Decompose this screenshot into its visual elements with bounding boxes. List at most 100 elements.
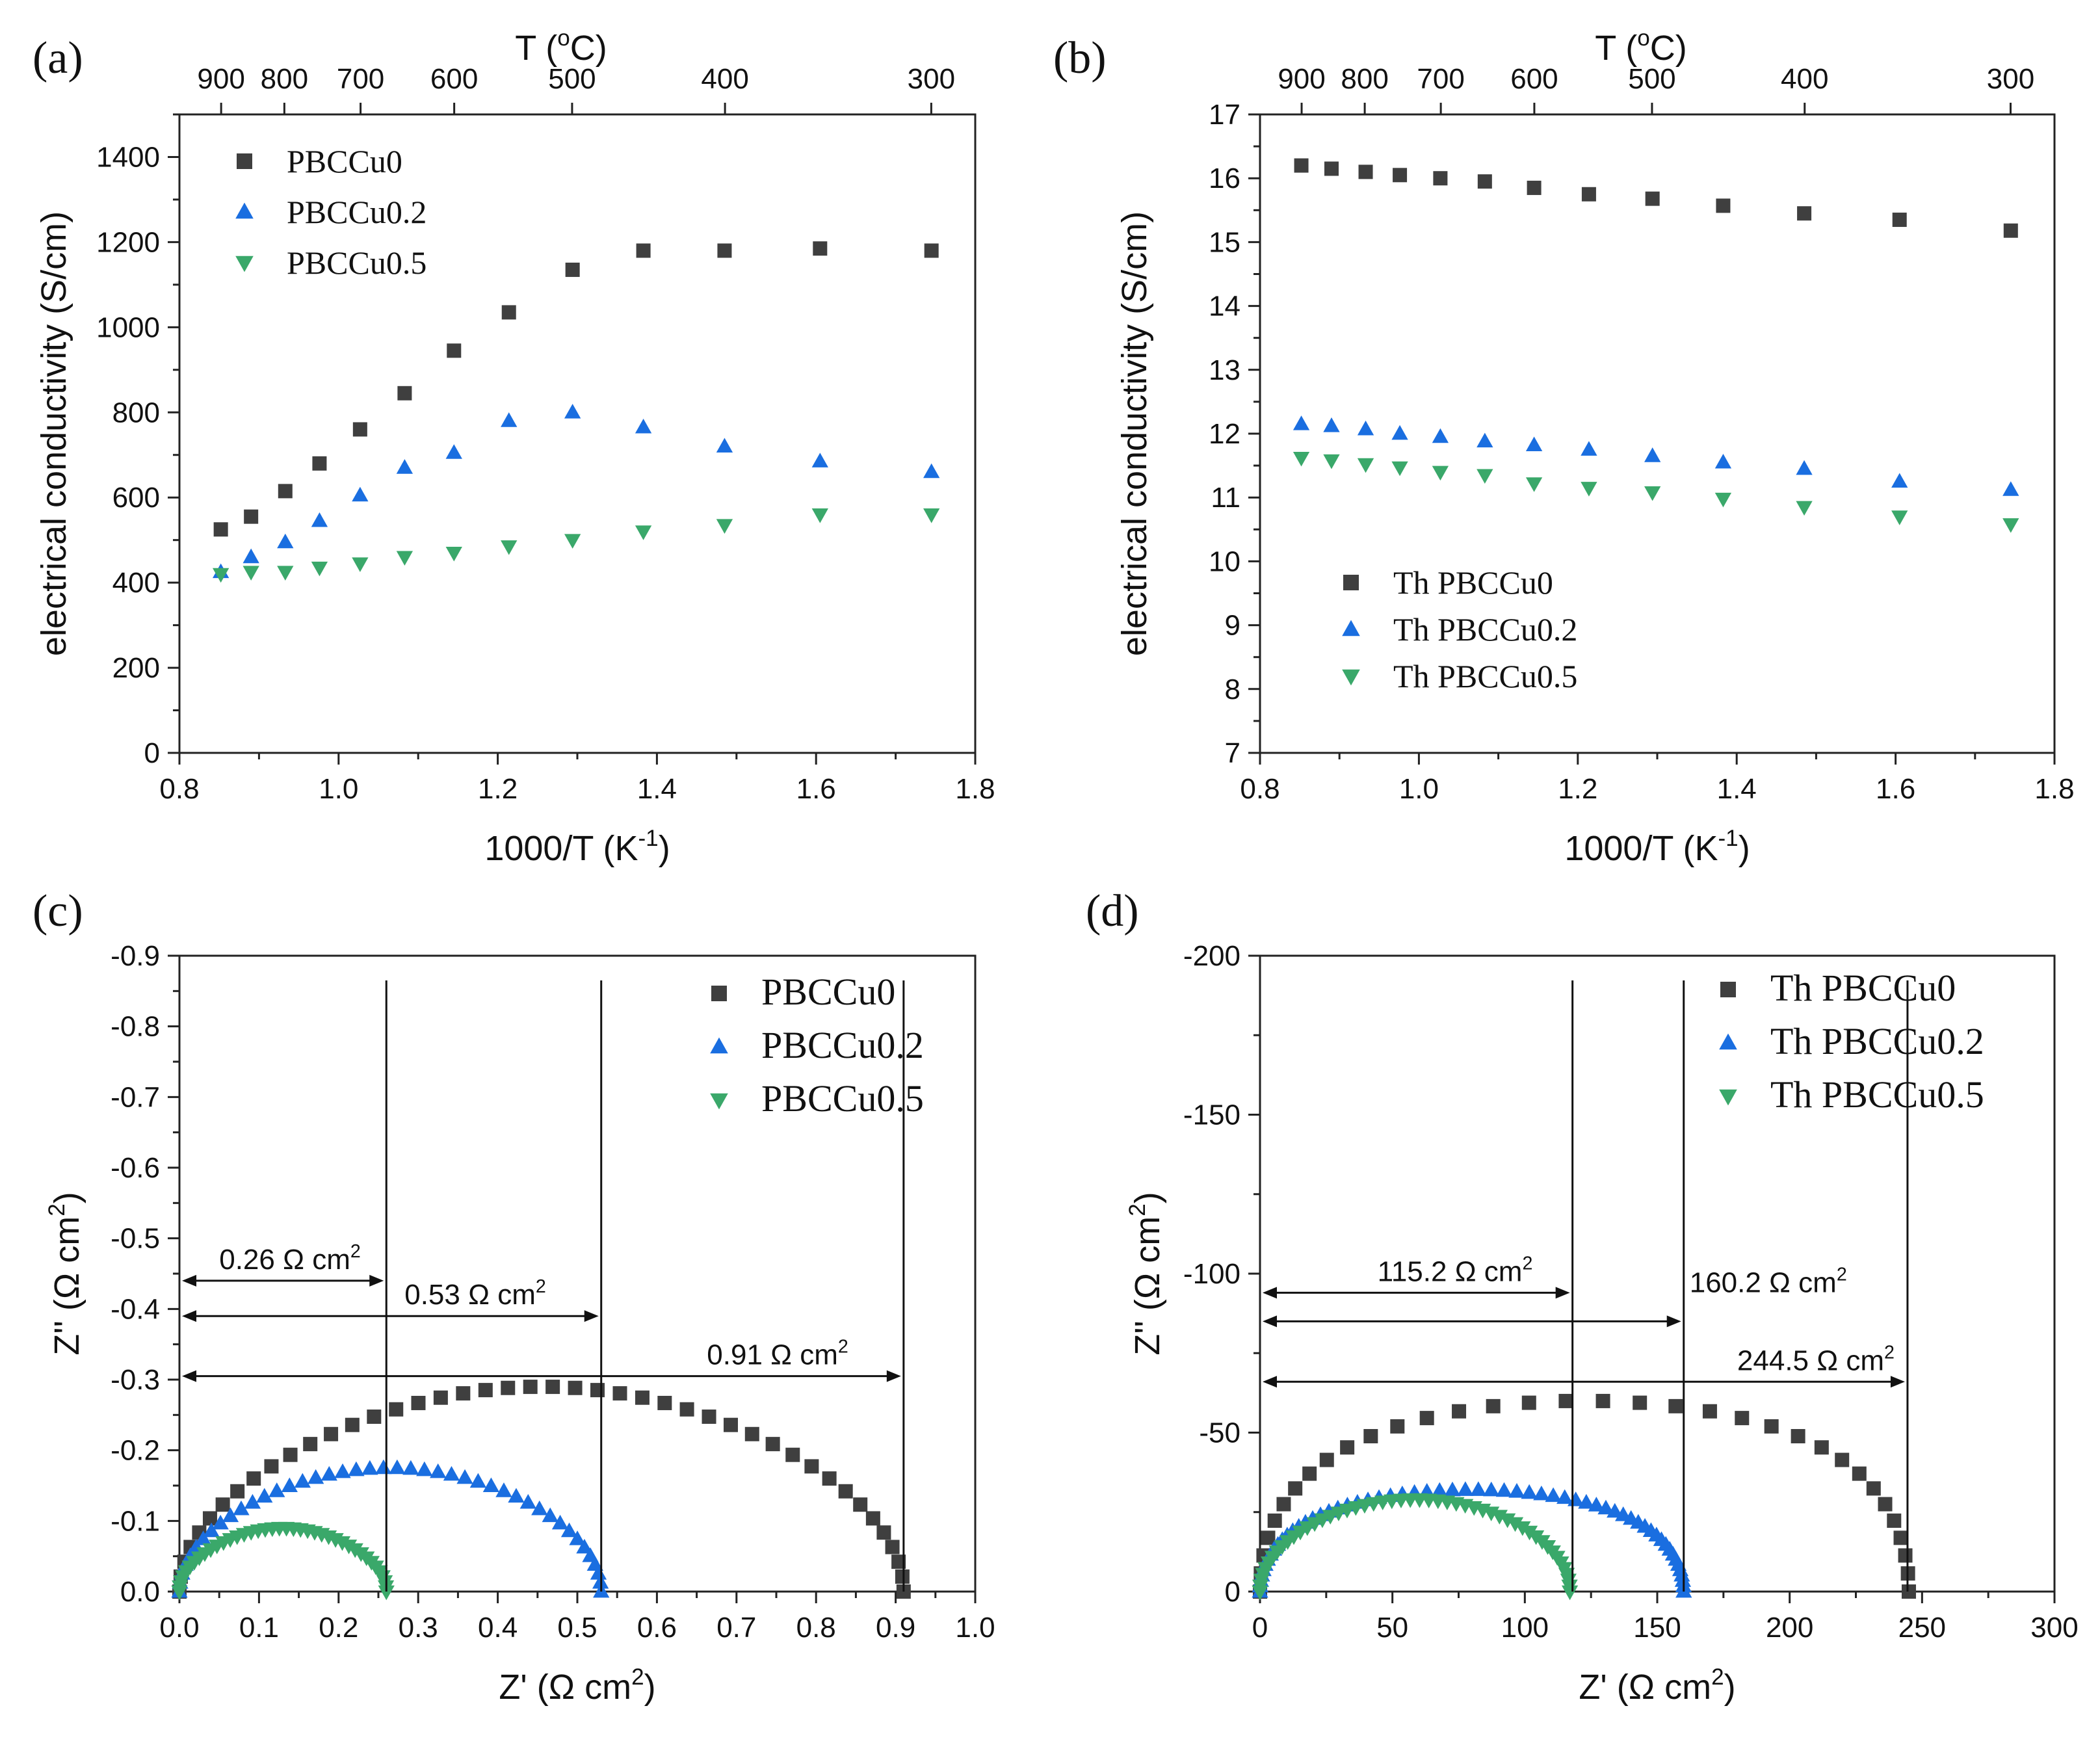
y-tick-label: 14	[1209, 291, 1240, 322]
top-axis-label: T (oC)	[1595, 25, 1687, 68]
data-point	[1561, 1585, 1579, 1601]
data-point	[1558, 1393, 1573, 1408]
legend-label: Th PBCCu0	[1393, 564, 1553, 601]
data-point	[1556, 1489, 1573, 1504]
data-point	[212, 1514, 229, 1530]
legend-marker	[1719, 1089, 1737, 1106]
x-tick-label: 0.1	[239, 1612, 279, 1644]
data-point	[813, 241, 828, 256]
series-Th PBCCu0.2	[1293, 415, 2019, 496]
y-tick-label: -0.9	[111, 940, 160, 972]
arrow-head-left	[182, 1370, 196, 1382]
y-tick-label: 1200	[96, 226, 160, 258]
y-axis-label: Z'' (Ω cm2)	[44, 1192, 86, 1355]
data-point	[1581, 482, 1597, 497]
legend-marker	[235, 202, 254, 219]
data-point	[635, 418, 652, 434]
data-point	[1390, 1419, 1405, 1434]
top-tick-label: 400	[701, 63, 748, 95]
data-point	[717, 243, 732, 258]
data-point	[1432, 428, 1449, 443]
y-axis-label: electrical conductivity (S/cm)	[1115, 211, 1154, 656]
data-point	[367, 1410, 382, 1424]
y-tick-label: 1000	[96, 311, 160, 343]
data-point	[1525, 436, 1543, 452]
arrow-head-left	[1263, 1287, 1277, 1299]
y-tick-label: 17	[1209, 99, 1240, 131]
x-tick-label: 0	[1252, 1612, 1268, 1644]
data-point	[723, 1417, 738, 1432]
data-point	[264, 1459, 279, 1474]
data-point	[612, 1386, 627, 1401]
top-tick-label: 900	[1278, 63, 1325, 95]
series-Th PBCCu0.2	[1252, 1481, 1692, 1598]
series-Th PBCCu0.5	[1252, 1493, 1579, 1601]
data-point	[243, 548, 259, 564]
y-tick-label: 0	[1225, 1576, 1240, 1608]
data-point	[352, 557, 369, 572]
data-point	[396, 459, 413, 474]
data-point	[1633, 1395, 1647, 1410]
data-point	[1477, 174, 1492, 189]
data-point	[1581, 441, 1597, 456]
legend-label: PBCCu0.5	[287, 244, 427, 281]
data-point	[531, 1500, 548, 1515]
arrow-head-left	[1263, 1376, 1277, 1388]
data-point	[1595, 1393, 1610, 1408]
y-tick-label: 15	[1209, 226, 1240, 258]
data-point	[765, 1437, 780, 1452]
data-point	[1340, 1440, 1355, 1455]
data-point	[1293, 451, 1310, 467]
data-point	[1508, 1483, 1525, 1498]
annotation-label: 0.26 Ω cm2	[219, 1241, 361, 1276]
arrow-head-right	[886, 1370, 901, 1382]
data-point	[1901, 1584, 1916, 1599]
top-tick-label: 900	[197, 63, 244, 95]
data-point	[1431, 1482, 1448, 1497]
data-point	[202, 1511, 217, 1526]
data-point	[569, 1530, 586, 1545]
data-point	[324, 1426, 339, 1441]
data-point	[1893, 1530, 1908, 1545]
y-tick-label: -0.6	[111, 1152, 160, 1184]
data-point	[1419, 1411, 1434, 1426]
legend-marker	[1719, 1033, 1737, 1050]
data-point	[397, 386, 412, 400]
data-point	[1898, 1548, 1913, 1563]
x-tick-label: 1.6	[1876, 773, 1915, 805]
data-point	[568, 1380, 583, 1395]
data-point	[923, 463, 940, 479]
data-point	[1644, 447, 1661, 462]
legend-marker	[1342, 669, 1360, 686]
data-point	[1764, 1419, 1779, 1434]
x-axis-label: 1000/T (K-1)	[484, 826, 670, 868]
data-point	[1477, 432, 1493, 448]
annotation-label: 115.2 Ω cm2	[1378, 1253, 1533, 1287]
data-point	[352, 422, 367, 437]
y-tick-label: -0.7	[111, 1081, 160, 1113]
data-point	[352, 486, 369, 502]
panel-3: (d) 0 50 100 150 200 250 300 0 -50 -100 -150 -200 Z' …	[1086, 886, 2079, 1707]
panel-label: (c)	[33, 886, 83, 936]
top-tick-label: 800	[261, 63, 308, 95]
data-point	[891, 1555, 906, 1569]
top-tick-label: 600	[430, 63, 478, 95]
top-tick-label: 800	[1341, 63, 1388, 95]
data-point	[1323, 417, 1340, 432]
data-point	[1892, 213, 1907, 228]
data-point	[1644, 486, 1661, 501]
y-tick-label: 12	[1209, 418, 1240, 450]
y-tick-label: 800	[112, 397, 160, 428]
data-point	[1506, 1517, 1524, 1532]
data-point	[564, 404, 581, 419]
data-point	[277, 533, 294, 549]
data-point	[1797, 206, 1812, 221]
data-point	[402, 1460, 419, 1475]
data-point	[281, 1477, 298, 1493]
data-point	[411, 1395, 426, 1410]
data-point	[2003, 223, 2018, 238]
data-point	[716, 438, 733, 453]
y-tick-label: 9	[1225, 610, 1240, 642]
data-point	[256, 1488, 273, 1503]
data-point	[1357, 420, 1374, 436]
